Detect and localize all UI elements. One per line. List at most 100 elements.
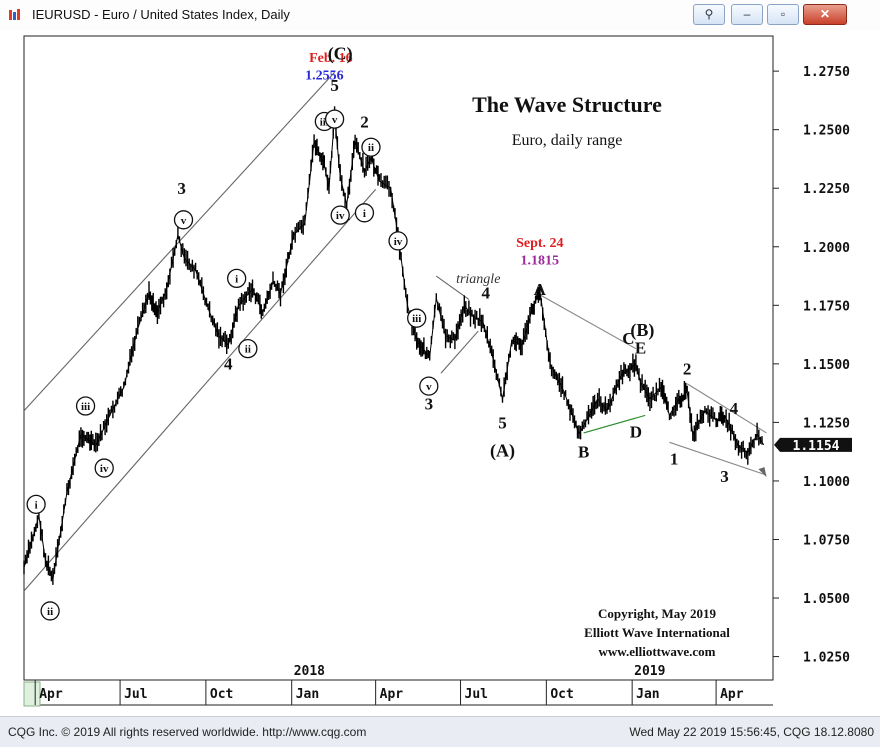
wave-circle [40, 601, 60, 621]
wave-circle-label: i [363, 208, 366, 220]
maximize-button[interactable]: ▫ [767, 4, 799, 25]
x-axis: Apr Jul Oct Jan Apr Jul Oct Jan Apr 2018 2019 [34, 664, 744, 705]
y-tick-label: 1.1750 [803, 299, 850, 314]
y-tick-label: 1.2500 [803, 124, 850, 139]
wave-label: 3 [177, 179, 186, 198]
wave-label: 5 [330, 76, 339, 95]
wave-label: 1.2556 [305, 68, 344, 83]
y-tick-label: 1.0500 [803, 592, 850, 607]
wave-label: B [578, 443, 589, 462]
wave-label: 4 [481, 283, 490, 302]
last-price-label: 1.1154 [793, 439, 840, 454]
wave-label: triangle [456, 272, 500, 287]
price-chart[interactable]: 1.2750 1.2500 1.2250 1.2000 1.1750 1.1500 1.12… [0, 30, 880, 716]
wave-circle-label: iv [100, 463, 109, 475]
x-tick-label: Jan [636, 687, 659, 702]
x-tick-label: Jul [124, 687, 147, 702]
pin-button[interactable]: ⚲ [693, 4, 725, 25]
close-button[interactable]: ✕ [803, 4, 847, 25]
wave-label: E [635, 338, 646, 357]
wave-label: D [630, 423, 642, 442]
wave-label: 1.1815 [521, 253, 560, 268]
wave-circle-label: iv [336, 210, 345, 222]
wave-label: Sept. 24 [516, 236, 563, 251]
trendline-arrow [758, 467, 767, 478]
copyright-line-1: Copyright, May 2019 [598, 606, 717, 621]
x-year-label: 2019 [634, 664, 665, 679]
wave-label: (C) [328, 43, 353, 64]
wave-circle [407, 308, 427, 328]
status-bar: CQG Inc. © 2019 All rights reserved worl… [0, 716, 880, 747]
y-tick-label: 1.2750 [803, 65, 850, 80]
window-title: IEURUSD - Euro / United States Index, Da… [32, 7, 290, 22]
pin-icon: ⚲ [704, 7, 714, 21]
wave-circle-label: iii [320, 116, 329, 128]
y-tick-label: 1.1000 [803, 475, 850, 490]
y-tick-label: 1.0250 [803, 651, 850, 666]
x-tick-label: Apr [720, 687, 744, 702]
wave-label: (B) [630, 320, 654, 341]
x-year-label: 2018 [294, 664, 325, 679]
wave-circle-label: iii [412, 313, 421, 325]
wave-circle-label: v [332, 114, 338, 126]
y-axis: 1.2750 1.2500 1.2250 1.2000 1.1750 1.1500 1.12… [773, 65, 850, 666]
wave-circle-label: ii [47, 606, 53, 618]
wave-circle [26, 494, 46, 515]
wave-label: 2 [360, 112, 369, 131]
wave-circle-label: iii [81, 401, 90, 413]
x-tick-label: Oct [210, 687, 233, 702]
trendline [539, 294, 637, 350]
wave-label: 1 [670, 450, 679, 469]
chart-title: The Wave Structure [472, 92, 662, 117]
copyright-line-2: Elliott Wave International [584, 625, 730, 640]
minimize-icon: – [743, 7, 751, 21]
wave-circle [388, 231, 408, 251]
x-tick-label: Jan [296, 687, 319, 702]
trendline [435, 275, 470, 300]
wave-label: 3 [720, 467, 729, 486]
trendline [583, 414, 646, 434]
copyright-status: CQG Inc. © 2019 All rights reserved worl… [8, 725, 367, 739]
wave-circle [173, 210, 194, 230]
chart-subtitle: Euro, daily range [512, 132, 623, 149]
trendline [440, 330, 479, 374]
wave-circle-label: i [35, 499, 38, 511]
y-tick-label: 1.2250 [803, 182, 850, 197]
wave-label: C [622, 329, 634, 348]
wave-circle-label: iv [394, 236, 403, 248]
wave-label: (A) [490, 440, 515, 461]
last-price-marker: 1.1154 [774, 437, 852, 454]
axis-corner [23, 681, 41, 707]
trendline [669, 441, 767, 476]
wave-circle [227, 268, 247, 289]
title-bar[interactable]: IEURUSD - Euro / United States Index, Da… [0, 0, 880, 31]
close-icon: ✕ [819, 7, 831, 21]
wave-annotations: Feb. 161.2556(C)52134triangle435(A)Sept.… [177, 43, 738, 486]
wave-label: 4 [730, 399, 739, 418]
wave-circle [94, 458, 114, 478]
wave-label: 4 [224, 355, 233, 374]
wave-circle-label: ii [368, 142, 374, 154]
wave-circle [75, 396, 96, 416]
wave-circle [419, 376, 439, 396]
wave-circle [354, 203, 375, 223]
wave-label: 5 [498, 413, 507, 432]
wave-circle [324, 109, 345, 129]
trendline [686, 383, 767, 434]
wave-label: A [534, 280, 547, 299]
cqg-app-icon [8, 8, 22, 22]
copyright-line-3: www.elliottwave.com [599, 644, 716, 659]
y-tick-label: 1.0750 [803, 533, 850, 548]
trendline [23, 189, 377, 592]
y-tick-label: 1.2000 [803, 241, 850, 256]
trendlines [23, 71, 767, 592]
x-tick-label: Jul [465, 687, 488, 702]
y-tick-label: 1.1250 [803, 416, 850, 431]
wave-circle [238, 338, 258, 359]
x-tick-label: Apr [39, 687, 63, 702]
minimize-button[interactable]: – [731, 4, 763, 25]
timestamp-status: Wed May 22 2019 15:56:45, CQG 18.12.8080 [629, 725, 874, 739]
wave-circle [361, 137, 381, 157]
